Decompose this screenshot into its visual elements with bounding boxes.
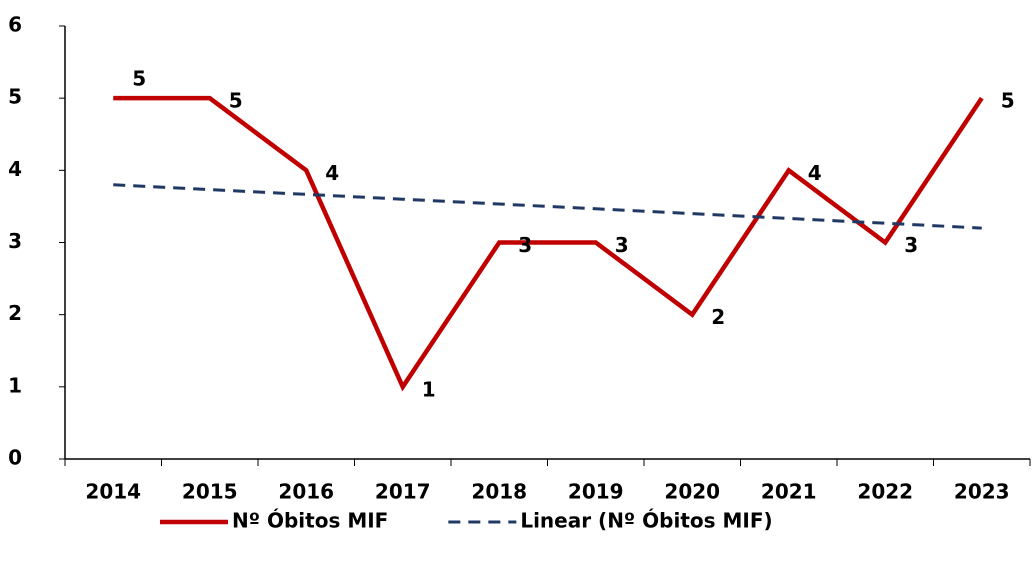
data-label: 5 xyxy=(132,67,146,91)
x-tick-label: 2019 xyxy=(568,480,624,504)
data-label: 5 xyxy=(1001,89,1015,113)
x-tick-label: 2015 xyxy=(182,480,238,504)
x-tick-label: 2023 xyxy=(954,480,1010,504)
x-tick-label: 2014 xyxy=(85,480,141,504)
x-tick-label: 2022 xyxy=(857,480,913,504)
x-tick-label: 2021 xyxy=(761,480,817,504)
y-tick-label: 2 xyxy=(8,301,22,325)
data-label: 1 xyxy=(422,377,436,401)
data-label: 3 xyxy=(904,233,918,257)
series-line xyxy=(113,183,982,230)
data-label: 4 xyxy=(808,161,822,185)
y-tick-label: 5 xyxy=(8,85,22,109)
y-tick-label: 3 xyxy=(8,229,22,253)
legend-label: Nº Óbitos MIF xyxy=(232,509,388,533)
data-label: 3 xyxy=(518,233,532,257)
data-label: 3 xyxy=(615,233,629,257)
series-line xyxy=(113,95,984,392)
y-tick-label: 6 xyxy=(8,13,22,37)
x-tick-label: 2020 xyxy=(664,480,720,504)
data-label: 2 xyxy=(711,305,725,329)
data-label: 4 xyxy=(325,161,339,185)
data-label: 5 xyxy=(229,89,243,113)
y-tick-label: 4 xyxy=(8,157,22,181)
y-tick-label: 0 xyxy=(8,446,22,470)
x-tick-label: 2018 xyxy=(471,480,527,504)
y-tick-label: 1 xyxy=(8,373,22,397)
x-tick-label: 2016 xyxy=(278,480,334,504)
x-tick-label: 2017 xyxy=(375,480,431,504)
legend-label: Linear (Nº Óbitos MIF) xyxy=(520,509,772,533)
